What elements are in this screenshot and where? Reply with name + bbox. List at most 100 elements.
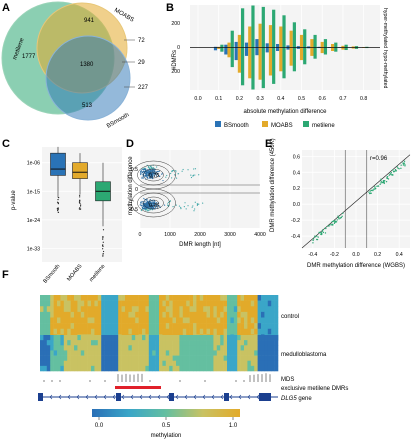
heatmap-cell: [132, 345, 136, 350]
panel-d-ytick-label: 0.5: [131, 167, 138, 173]
heatmap-cell: [207, 329, 211, 335]
panel-e-ytick-label: 0.4: [293, 170, 300, 176]
heatmap-cell: [67, 350, 71, 355]
heatmap-cell: [234, 345, 238, 350]
heatmap-cell: [57, 301, 61, 307]
heatmap-cell: [122, 295, 126, 301]
heatmap-cell: [190, 340, 194, 345]
heatmap-cell: [264, 312, 268, 318]
heatmap-cell: [77, 366, 81, 371]
panel-b-ytick-zero: 0: [177, 45, 180, 51]
colorbar-tick-label-0: 0.0: [95, 423, 104, 429]
heatmap-cell: [268, 312, 272, 318]
panel-d-point: [141, 205, 142, 206]
heatmap-cell: [196, 356, 200, 361]
panel-d-point: [175, 170, 176, 171]
heatmap-cell: [254, 366, 258, 371]
heatmap-cell: [251, 312, 255, 318]
panel-d-point: [141, 170, 142, 171]
box-bsmooth: [51, 153, 66, 175]
heatmap-cell: [159, 306, 163, 312]
heatmap-cell: [237, 340, 241, 345]
heatmap-cell: [115, 323, 119, 329]
heatmap-cell: [169, 356, 173, 361]
panel-e-xtick-label: 0.2: [374, 252, 381, 258]
bar-metilene-hypo: [313, 48, 316, 59]
bar-metilene-hypo: [293, 48, 296, 72]
heatmap-cell: [54, 361, 58, 366]
heatmap-cell: [220, 340, 224, 345]
bar-metilene-hypo: [251, 48, 254, 90]
heatmap-cell: [264, 335, 268, 340]
heatmap-cell: [261, 318, 265, 324]
panel-d-point: [194, 208, 195, 209]
panel-e-point: [336, 221, 337, 222]
bar-bsmooth-hypo: [235, 48, 238, 61]
heatmap-cell: [54, 318, 58, 324]
heatmap-cell: [84, 301, 88, 307]
heatmap-cell: [98, 366, 102, 371]
heatmap-cell: [64, 350, 68, 355]
heatmap-cell: [108, 345, 112, 350]
heatmap-cell: [268, 323, 272, 329]
legend-swatch-bsmooth: [215, 121, 221, 127]
heatmap-cell: [98, 335, 102, 340]
panel-d-point: [197, 205, 198, 206]
heatmap-cell: [47, 323, 51, 329]
heatmap-cell: [50, 361, 54, 366]
heatmap-cell: [101, 356, 105, 361]
heatmap-cell: [135, 323, 139, 329]
heatmap-cell: [142, 366, 146, 371]
panel-d-point: [197, 203, 198, 204]
heatmap-cell: [169, 306, 173, 312]
heatmap-cell: [156, 345, 160, 350]
heatmap-cell: [220, 366, 224, 371]
heatmap-cell: [91, 356, 95, 361]
heatmap-cell: [60, 329, 64, 335]
heatmap-cell: [200, 306, 204, 312]
heatmap-cell: [111, 295, 115, 301]
heatmap-cell: [224, 361, 228, 366]
heatmap-cell: [251, 335, 255, 340]
heatmap-cell: [237, 306, 241, 312]
heatmap-cell: [203, 318, 207, 324]
heatmap-cell: [162, 361, 166, 366]
heatmap-cell: [74, 318, 78, 324]
panel-d-point: [168, 202, 169, 203]
heatmap-cell: [40, 366, 44, 371]
bar-metilene-hypo: [241, 48, 244, 86]
heatmap-cell: [159, 335, 163, 340]
box-outlier-moabs: [79, 208, 80, 209]
heatmap-cell: [54, 306, 58, 312]
heatmap-cell: [251, 350, 255, 355]
heatmap-cell: [186, 329, 190, 335]
panel-e-point: [374, 186, 375, 187]
heatmap-cell: [47, 306, 51, 312]
heatmap-cell: [217, 345, 221, 350]
heatmap-cell: [145, 366, 149, 371]
heatmap-cell: [254, 312, 258, 318]
heatmap-cell: [159, 356, 163, 361]
heatmap-cell: [71, 340, 75, 345]
heatmap-cell: [217, 350, 221, 355]
heatmap-cell: [217, 295, 221, 301]
heatmap-cell: [43, 318, 47, 324]
heatmap-cell: [271, 345, 275, 350]
heatmap-cell: [254, 329, 258, 335]
heatmap-cell: [227, 301, 231, 307]
panel-f: F control medulloblastoma MDS exclusive …: [2, 269, 348, 439]
heatmap-cell: [67, 335, 71, 340]
heatmap-cell: [67, 345, 71, 350]
heatmap-cell: [84, 323, 88, 329]
box-outlier-bsmooth: [58, 207, 59, 208]
heatmap-cell: [152, 335, 156, 340]
heatmap-cell: [196, 295, 200, 301]
heatmap-cell: [261, 306, 265, 312]
heatmap-cell: [101, 301, 105, 307]
heatmap-cell: [169, 295, 173, 301]
heatmap-cell: [54, 312, 58, 318]
panel-e-point: [395, 169, 396, 170]
heatmap-cell: [193, 366, 197, 371]
heatmap-cell: [183, 335, 187, 340]
heatmap-cell: [264, 318, 268, 324]
